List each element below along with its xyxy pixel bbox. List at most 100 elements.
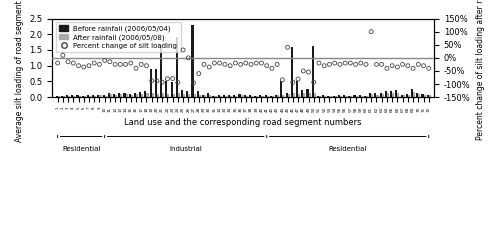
Bar — [426, 95, 428, 97]
Bar — [236, 96, 238, 97]
Percent change of silt loading — [190, 81, 198, 85]
Bar — [134, 93, 136, 97]
Bar — [207, 93, 209, 97]
Percent change of silt loading — [268, 66, 276, 70]
Percent change of silt loading — [148, 79, 156, 83]
Bar — [402, 95, 404, 97]
Percent change of silt loading — [132, 66, 140, 70]
Percent change of silt loading — [398, 62, 406, 66]
Percent change of silt loading — [315, 61, 323, 65]
Bar — [139, 92, 141, 97]
Text: Residential: Residential — [328, 146, 367, 152]
Bar — [194, 94, 196, 97]
Bar — [168, 94, 170, 97]
Bar — [308, 93, 310, 97]
Percent change of silt loading — [346, 61, 354, 65]
Percent change of silt loading — [64, 60, 72, 64]
Bar — [304, 93, 306, 97]
Bar — [131, 95, 133, 97]
Bar — [312, 46, 314, 97]
Bar — [319, 96, 321, 97]
Bar — [71, 95, 74, 97]
Percent change of silt loading — [394, 65, 402, 69]
Bar — [322, 95, 324, 97]
Percent change of silt loading — [424, 66, 432, 70]
Percent change of silt loading — [226, 64, 234, 68]
Percent change of silt loading — [221, 62, 229, 66]
Bar — [92, 95, 94, 97]
Bar — [192, 25, 194, 97]
Bar — [61, 96, 63, 97]
Bar — [356, 96, 358, 97]
Bar — [56, 96, 58, 97]
Bar — [387, 93, 389, 97]
Bar — [162, 93, 164, 97]
Bar — [408, 95, 410, 97]
Bar — [293, 93, 295, 97]
Bar — [392, 93, 394, 97]
Percent change of silt loading — [80, 65, 88, 69]
Bar — [225, 96, 227, 97]
Bar — [275, 95, 277, 97]
Bar — [338, 95, 340, 97]
Percent change of silt loading — [304, 70, 312, 74]
Bar — [146, 93, 148, 97]
Bar — [282, 95, 284, 97]
Bar — [214, 96, 216, 97]
Bar — [350, 96, 352, 97]
Percent change of silt loading — [70, 61, 78, 65]
Bar — [76, 95, 78, 97]
Bar — [266, 96, 269, 97]
Bar — [166, 81, 168, 97]
Percent change of silt loading — [138, 62, 145, 66]
Bar — [340, 96, 342, 97]
Bar — [406, 94, 408, 97]
Bar — [150, 69, 152, 97]
Bar — [155, 70, 157, 97]
Percent change of silt loading — [372, 62, 380, 66]
Percent change of silt loading — [404, 64, 412, 68]
Bar — [78, 96, 80, 97]
Percent change of silt loading — [179, 48, 187, 52]
Bar — [68, 96, 70, 97]
Percent change of silt loading — [367, 30, 375, 34]
Bar — [413, 92, 415, 97]
Bar — [418, 94, 420, 97]
Text: Residential: Residential — [62, 146, 100, 152]
Bar — [345, 96, 347, 97]
Bar — [181, 90, 183, 97]
Percent change of silt loading — [273, 62, 281, 66]
Bar — [113, 94, 115, 97]
Bar — [230, 96, 232, 97]
Bar — [374, 93, 376, 97]
Bar — [108, 93, 110, 97]
Percent change of silt loading — [341, 61, 349, 65]
Bar — [126, 94, 128, 97]
Percent change of silt loading — [362, 62, 370, 66]
Bar — [262, 96, 264, 97]
Percent change of silt loading — [262, 64, 270, 68]
Bar — [376, 95, 378, 97]
Bar — [100, 95, 102, 97]
Percent change of silt loading — [158, 80, 166, 84]
Bar — [249, 95, 251, 97]
Bar — [306, 89, 308, 97]
Bar — [115, 95, 117, 97]
Percent change of silt loading — [252, 61, 260, 65]
Percent change of silt loading — [278, 78, 286, 82]
Bar — [244, 95, 246, 97]
Percent change of silt loading — [96, 62, 104, 66]
Percent change of silt loading — [100, 58, 108, 62]
Bar — [328, 96, 330, 97]
Percent change of silt loading — [142, 64, 150, 68]
Percent change of silt loading — [420, 64, 428, 68]
Percent change of silt loading — [59, 53, 67, 57]
Bar — [380, 93, 382, 97]
Bar — [94, 96, 96, 97]
Bar — [234, 95, 235, 97]
Bar — [317, 96, 319, 97]
Percent change of silt loading — [195, 72, 203, 76]
Y-axis label: Percent change of silt loading after rainfall: Percent change of silt loading after rai… — [476, 0, 485, 140]
Bar — [63, 96, 65, 97]
Percent change of silt loading — [284, 45, 292, 49]
